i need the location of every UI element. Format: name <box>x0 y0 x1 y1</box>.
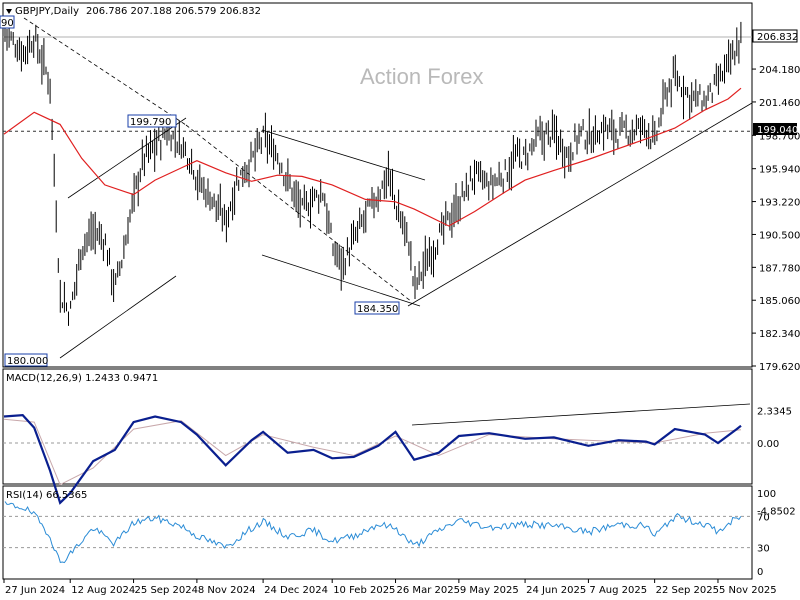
level-label: 90 <box>1 18 14 29</box>
level-label: 184.350 <box>357 304 398 315</box>
price-tick-label: 195.940 <box>759 165 800 176</box>
price-panel <box>2 2 753 368</box>
level-annotation-180000: 180.000 <box>4 353 48 367</box>
price-tick-label: 182.340 <box>759 329 800 340</box>
date-tick-label: 12 Aug 2024 <box>71 585 135 596</box>
price-tick-label: 185.060 <box>759 296 800 307</box>
macd-axis: 2.3345 0.00 -4.8502 <box>757 406 796 517</box>
date-tick-label: 10 Feb 2025 <box>333 585 395 596</box>
rising-trendline <box>407 102 753 307</box>
price-tick-label: 198.700 <box>759 131 800 142</box>
price-tag-current: 206.832 <box>752 29 798 43</box>
macd-signal-line <box>3 418 742 486</box>
date-tick-label: 22 Sep 2025 <box>656 585 719 596</box>
level-annotation-top: 90 <box>0 15 15 29</box>
rsi-tick-label: 0 <box>757 567 763 578</box>
date-tick-label: 25 Sep 2024 <box>135 585 198 596</box>
date-axis: 27 Jun 2024 12 Aug 2024 25 Sep 2024 8 Nov 2… <box>3 579 777 596</box>
date-tick-label: 26 Mar 2025 <box>397 585 460 596</box>
price-axis: 204.180 201.460 198.700 195.940 193.220 190.5… <box>752 65 800 373</box>
date-tick-label: 9 May 2025 <box>460 585 519 596</box>
moving-average-line <box>3 87 742 227</box>
price-bar-series <box>4 21 742 326</box>
price-tag-level: 199.040 <box>753 123 798 136</box>
price-tick-label: 201.460 <box>759 98 800 109</box>
date-tick-label: 8 Nov 2024 <box>198 585 256 596</box>
price-tag-value: 206.832 <box>757 32 798 43</box>
level-annotation-199790: 199.790 <box>127 114 177 128</box>
macd-title: MACD(12,26,9) 1.2433 0.9471 <box>6 373 158 384</box>
macd-tick-label: 0.00 <box>757 439 779 450</box>
macd-panel <box>2 368 753 485</box>
date-tick-label: 7 Aug 2025 <box>589 585 647 596</box>
macd-tick-label: 2.3345 <box>757 406 792 417</box>
macd-trendline <box>411 403 751 426</box>
channel-upper-left <box>67 117 187 199</box>
rsi-tick-label: 30 <box>757 544 770 555</box>
level-annotation-184350: 184.350 <box>354 301 400 315</box>
level-label: 199.790 <box>130 117 171 128</box>
chart-menu-arrow-icon[interactable] <box>6 9 12 14</box>
rsi-panel <box>2 485 753 580</box>
macd-tick-label: -4.8502 <box>757 506 796 517</box>
rsi-tick-label: 100 <box>757 489 776 500</box>
price-tick-label: 190.500 <box>759 230 800 241</box>
level-label: 180.000 <box>7 356 48 367</box>
symbol-label: GBPJPY,Daily <box>15 6 79 17</box>
channel-upper-mid <box>261 129 426 181</box>
price-tag-value: 199.040 <box>757 125 798 136</box>
date-tick-label: 5 Nov 2025 <box>719 585 777 596</box>
rsi-title: RSI(14) 66.5365 <box>6 490 87 501</box>
date-tick-label: 27 Jun 2024 <box>5 585 65 596</box>
rsi-tick-label: 70 <box>757 512 770 523</box>
price-tick-label: 204.180 <box>759 65 800 76</box>
watermark-text: Action Forex <box>360 64 484 89</box>
falling-trendline-dashed-2 <box>185 124 413 303</box>
ohlc-readout: 206.786 207.188 206.579 206.832 <box>86 6 261 17</box>
price-tick-label: 187.780 <box>759 263 800 274</box>
date-tick-label: 24 Dec 2024 <box>264 585 328 596</box>
price-tick-label: 193.220 <box>759 198 800 209</box>
rsi-axis: 100 70 30 0 <box>757 489 776 578</box>
falling-trendline-dashed <box>23 17 187 126</box>
price-tick-label: 179.620 <box>759 362 800 373</box>
rsi-line <box>4 501 742 564</box>
date-tick-label: 24 Jun 2025 <box>526 585 586 596</box>
channel-lower-left <box>59 275 177 359</box>
macd-line <box>3 413 742 505</box>
